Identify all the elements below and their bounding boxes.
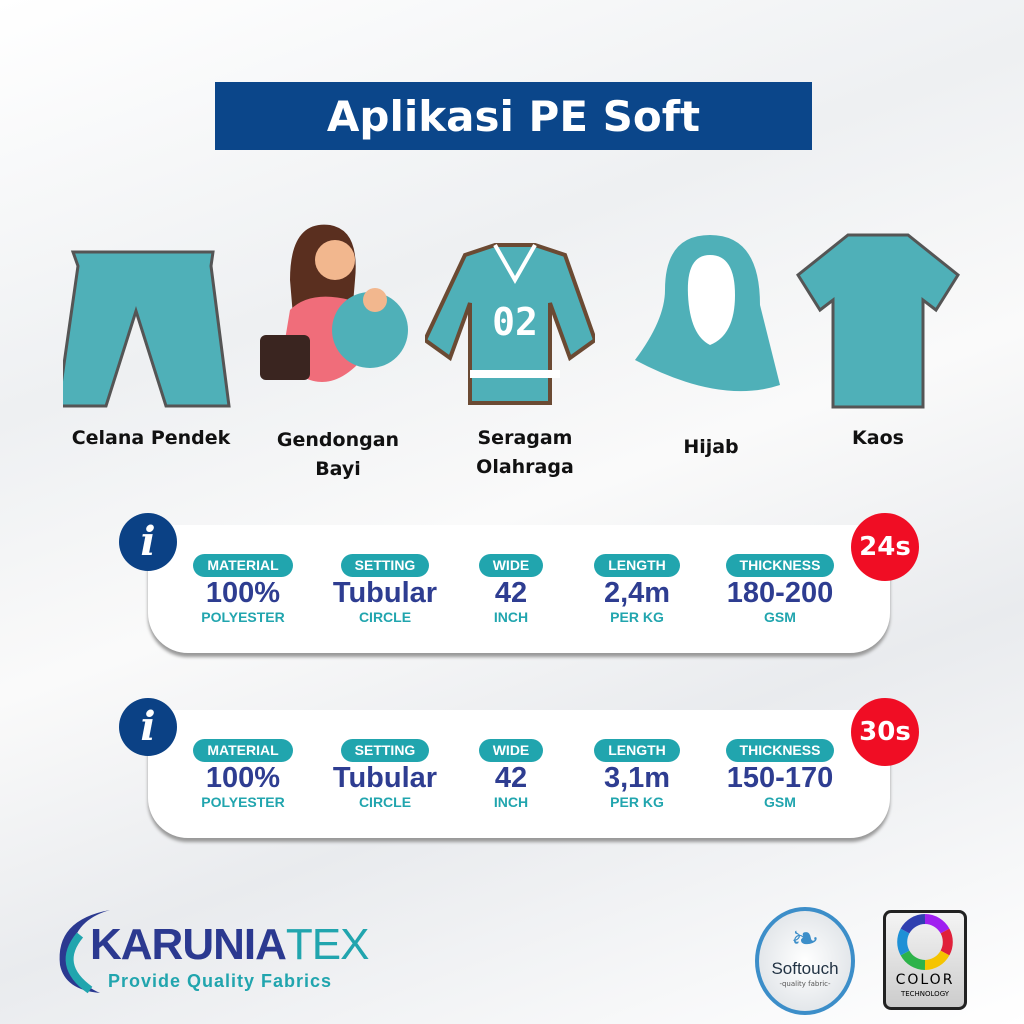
spec-label: LENGTH [594,739,680,762]
spec-label: MATERIAL [193,739,293,762]
spec-value: Tubular [332,577,438,609]
yarn-count-badge: 24s [851,513,919,581]
spec-label: SETTING [340,739,430,762]
spec-label: LENGTH [594,554,680,577]
spec-length: LENGTH 3,1m PER KG [568,739,706,811]
shorts-icon [63,210,233,410]
spec-value: 100% [205,577,281,609]
spec-label: THICKNESS [725,739,835,762]
softouch-subtext: -quality fabric- [779,980,831,988]
spec-value: 42 [494,577,528,609]
brand-name: KARUNIA [90,920,287,969]
label-celana-pendek: Celana Pendek [71,427,231,449]
spec-setting: SETTING Tubular CIRCLE [316,739,454,811]
color-wheel-icon [897,914,953,970]
spec-material: MATERIAL 100% POLYESTER [174,554,312,626]
info-icon: i [119,513,177,571]
label-gendongan-bayi: Gendongan Bayi [276,429,400,480]
spec-setting: SETTING Tubular CIRCLE [316,554,454,626]
spec-material: MATERIAL 100% POLYESTER [174,739,312,811]
spec-card [148,710,890,838]
spec-value: 180-200 [726,577,834,609]
technology-text: TECHNOLOGY [900,990,950,998]
spec-length: LENGTH 2,4m PER KG [568,554,706,626]
spec-unit: INCH [493,794,529,810]
tshirt-icon [793,210,963,410]
feather-icon: ❧ [790,919,820,959]
label-hijab: Hijab [683,436,739,458]
spec-value: 42 [494,762,528,794]
spec-value: 150-170 [726,762,834,794]
spec-thickness: THICKNESS 150-170 GSM [711,739,849,811]
yarn-count-badge: 30s [851,698,919,766]
baby-carrier-icon [250,210,420,410]
spec-label: THICKNESS [725,554,835,577]
spec-unit: POLYESTER [201,794,285,810]
spec-unit: GSM [764,609,796,625]
spec-label: WIDE [478,554,544,577]
color-technology-badge: COLOR TECHNOLOGY [883,910,967,1010]
spec-wide: WIDE 42 INCH [442,739,580,811]
softouch-text: Softouch [771,959,839,978]
spec-unit: PER KG [610,794,664,810]
color-text: COLOR [895,972,955,988]
spec-unit: GSM [764,794,796,810]
spec-value: 2,4m [603,577,671,609]
spec-unit: CIRCLE [358,794,412,810]
spec-unit: CIRCLE [358,609,412,625]
brand-tagline: Provide Quality Fabrics [108,971,333,991]
label-seragam-olahraga: Seragam Olahraga [476,427,574,478]
spec-card [148,525,890,653]
spec-unit: POLYESTER [201,609,285,625]
softouch-badge: ❧ Softouch -quality fabric- [755,907,855,1015]
spec-label: MATERIAL [193,554,293,577]
spec-value: 3,1m [603,762,671,794]
spec-label: SETTING [340,554,430,577]
info-icon: i [119,698,177,756]
brand-name-suffix: TEX [285,920,370,969]
label-kaos: Kaos [852,427,904,449]
spec-label: WIDE [478,739,544,762]
hijab-icon [625,210,795,410]
spec-value: 100% [205,762,281,794]
spec-value: Tubular [332,762,438,794]
jersey-icon: 02 [425,210,595,410]
spec-thickness: THICKNESS 180-200 GSM [711,554,849,626]
jersey-number: 02 [492,300,538,344]
spec-wide: WIDE 42 INCH [442,554,580,626]
page-title: Aplikasi PE Soft [215,82,812,150]
spec-unit: PER KG [610,609,664,625]
spec-unit: INCH [493,609,529,625]
